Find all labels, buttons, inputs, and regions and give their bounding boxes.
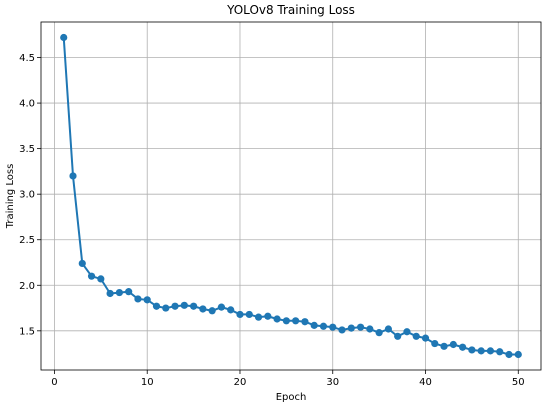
data-point bbox=[496, 348, 504, 356]
data-point bbox=[227, 306, 235, 314]
grid bbox=[41, 22, 541, 370]
data-point bbox=[282, 317, 290, 325]
plot-frame bbox=[40, 21, 542, 371]
x-tick-label: 30 bbox=[326, 377, 339, 388]
y-tick-label: 2.5 bbox=[19, 235, 35, 246]
data-point bbox=[152, 302, 161, 310]
data-point bbox=[338, 326, 346, 334]
data-point bbox=[366, 325, 374, 333]
data-point bbox=[180, 301, 188, 309]
data-point bbox=[134, 295, 142, 303]
data-point bbox=[69, 172, 77, 180]
data-point bbox=[254, 313, 263, 321]
data-point bbox=[329, 323, 337, 331]
data-point bbox=[125, 288, 133, 296]
x-tick-label: 10 bbox=[141, 377, 154, 388]
y-tick-label: 4.5 bbox=[19, 53, 35, 64]
data-point bbox=[78, 259, 86, 268]
data-point bbox=[356, 323, 365, 331]
data-point bbox=[97, 275, 105, 283]
data-point bbox=[384, 325, 393, 333]
data-point bbox=[208, 307, 216, 315]
data-point bbox=[115, 288, 123, 297]
data-point bbox=[412, 332, 420, 340]
x-tick-label: 0 bbox=[51, 377, 57, 388]
data-point bbox=[449, 340, 457, 349]
chart-title: YOLOv8 Training Loss bbox=[226, 3, 355, 17]
data-point bbox=[459, 343, 467, 351]
data-point bbox=[310, 321, 318, 329]
y-tick-label: 1.5 bbox=[19, 326, 35, 337]
y-tick-label: 4.0 bbox=[19, 99, 35, 110]
data-point bbox=[143, 296, 151, 304]
data-point bbox=[217, 303, 226, 311]
data-point bbox=[486, 347, 495, 355]
data-point bbox=[199, 305, 207, 313]
data-point bbox=[189, 302, 198, 310]
data-point bbox=[301, 318, 309, 326]
data-point bbox=[347, 324, 355, 332]
data-point bbox=[87, 272, 96, 280]
data-point bbox=[505, 350, 513, 359]
data-point bbox=[292, 317, 300, 325]
data-point bbox=[273, 315, 281, 323]
data-point bbox=[264, 312, 272, 320]
series-layer bbox=[60, 33, 522, 359]
data-point bbox=[394, 332, 402, 340]
data-point bbox=[236, 310, 244, 319]
data-point bbox=[319, 322, 328, 330]
data-point bbox=[440, 342, 448, 350]
data-point bbox=[421, 334, 430, 342]
y-tick-label: 2.0 bbox=[19, 281, 35, 292]
data-point bbox=[477, 347, 485, 355]
x-tick-label: 40 bbox=[419, 377, 432, 388]
x-axis-title: Epoch bbox=[276, 392, 307, 403]
data-point bbox=[171, 302, 179, 310]
data-point bbox=[431, 339, 439, 348]
data-point bbox=[514, 350, 522, 359]
ticks: 0 10 20 30 40 50 1.5 2.0 2.5 3.0 3.5 4.0 4.5 bbox=[19, 53, 525, 388]
data-point bbox=[106, 289, 114, 298]
y-axis-title: Training Loss bbox=[5, 164, 16, 230]
data-point bbox=[468, 346, 476, 354]
x-tick-label: 20 bbox=[234, 377, 247, 388]
data-point bbox=[162, 304, 170, 312]
data-point bbox=[60, 33, 68, 42]
data-point bbox=[403, 328, 411, 336]
y-tick-label: 3.5 bbox=[19, 144, 35, 155]
data-point bbox=[245, 310, 253, 319]
x-tick-label: 50 bbox=[512, 377, 525, 388]
data-point bbox=[375, 329, 383, 337]
y-tick-label: 3.0 bbox=[19, 190, 35, 201]
